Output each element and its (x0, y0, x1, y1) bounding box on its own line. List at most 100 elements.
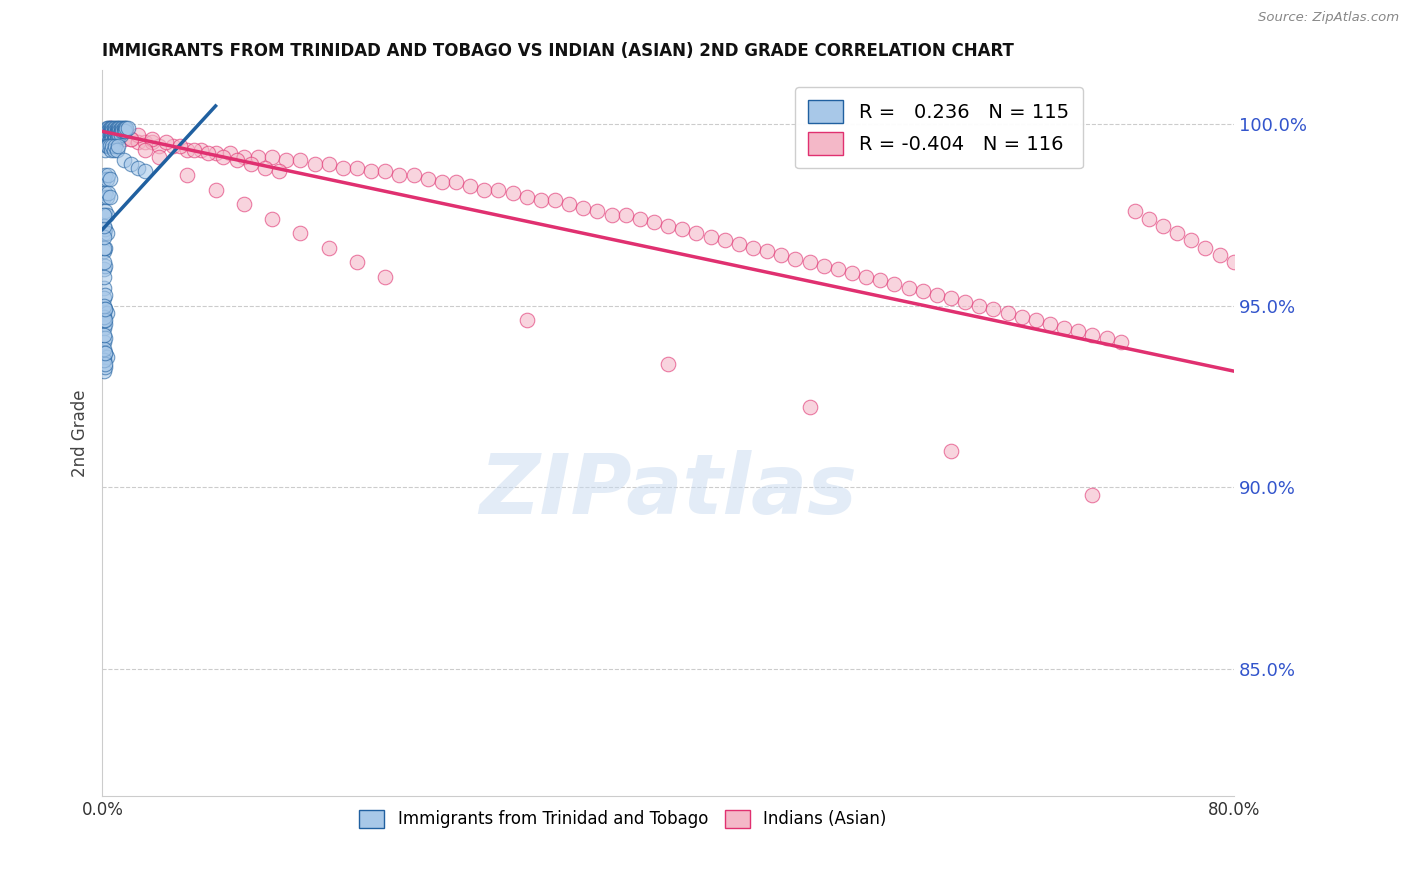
Point (239, 157, 262, 171)
Point (114, 120, 136, 135)
Point (94, 331, 117, 345)
Point (98, 120, 121, 135)
Point (827, 262, 849, 277)
Point (614, 208, 637, 222)
Point (98, 190, 121, 204)
Point (93, 334, 115, 349)
Point (93, 350, 115, 364)
Point (98, 124, 121, 138)
Point (96, 208, 118, 222)
Point (141, 131, 163, 145)
Point (101, 120, 124, 135)
Point (197, 146, 219, 161)
Point (925, 288, 948, 302)
Point (97, 139, 120, 153)
Point (1011, 310, 1033, 324)
Point (104, 128, 127, 142)
Point (643, 215, 665, 229)
Point (141, 136, 163, 150)
Point (869, 273, 891, 287)
Point (657, 219, 679, 233)
Point (93, 299, 115, 313)
Point (671, 222, 693, 236)
Point (94, 168, 117, 182)
Point (586, 204, 609, 219)
Point (94, 186, 117, 201)
Point (96, 306, 118, 320)
Point (96, 190, 118, 204)
Point (444, 175, 467, 189)
Point (93, 292, 115, 306)
Point (101, 128, 124, 142)
Point (1081, 488, 1104, 502)
Point (93, 190, 115, 204)
Point (416, 171, 439, 186)
Point (134, 143, 156, 157)
Point (897, 280, 920, 294)
Point (94, 131, 117, 145)
Point (100, 128, 122, 142)
Point (108, 124, 131, 138)
Point (110, 128, 132, 142)
Point (544, 194, 567, 208)
Point (269, 164, 291, 178)
Point (93, 306, 115, 320)
Point (110, 124, 132, 138)
Point (183, 143, 205, 157)
Point (104, 120, 127, 135)
Point (770, 248, 793, 262)
Point (134, 136, 156, 150)
Point (176, 143, 198, 157)
Text: Source: ZipAtlas.com: Source: ZipAtlas.com (1258, 11, 1399, 24)
Point (93, 313, 115, 327)
Point (685, 226, 707, 240)
Point (93, 226, 115, 240)
Point (1194, 241, 1216, 255)
Point (94, 302, 117, 317)
Point (114, 124, 136, 138)
Point (232, 197, 254, 211)
Point (94, 317, 117, 331)
Point (502, 186, 524, 201)
Point (103, 124, 125, 138)
Point (162, 139, 184, 153)
Point (304, 157, 326, 171)
Point (94, 143, 117, 157)
Point (169, 139, 191, 153)
Point (107, 128, 129, 142)
Point (1039, 317, 1062, 331)
Point (997, 306, 1019, 320)
Point (105, 143, 128, 157)
Point (93, 219, 115, 233)
Point (1081, 327, 1104, 342)
Point (96, 120, 118, 135)
Point (93, 320, 115, 334)
Point (246, 150, 269, 164)
Point (93, 343, 115, 357)
Point (107, 139, 129, 153)
Point (346, 255, 368, 269)
Point (430, 175, 453, 189)
Point (96, 171, 118, 186)
Point (211, 150, 233, 164)
Point (94, 288, 117, 302)
Point (841, 266, 863, 280)
Point (103, 143, 125, 157)
Point (911, 284, 934, 298)
Text: IMMIGRANTS FROM TRINIDAD AND TOBAGO VS INDIAN (ASIAN) 2ND GRADE CORRELATION CHAR: IMMIGRANTS FROM TRINIDAD AND TOBAGO VS I… (103, 42, 1014, 60)
Point (402, 168, 425, 182)
Point (103, 120, 125, 135)
Legend: Immigrants from Trinidad and Tobago, Indians (Asian): Immigrants from Trinidad and Tobago, Ind… (353, 803, 893, 835)
Point (115, 120, 138, 135)
Point (472, 182, 495, 196)
Point (94, 313, 117, 327)
Point (98, 120, 121, 135)
Point (458, 178, 481, 193)
Point (148, 150, 170, 164)
Point (290, 153, 312, 168)
Point (1067, 324, 1090, 338)
Point (100, 120, 122, 135)
Point (953, 295, 976, 310)
Point (112, 153, 135, 168)
Point (727, 237, 749, 252)
